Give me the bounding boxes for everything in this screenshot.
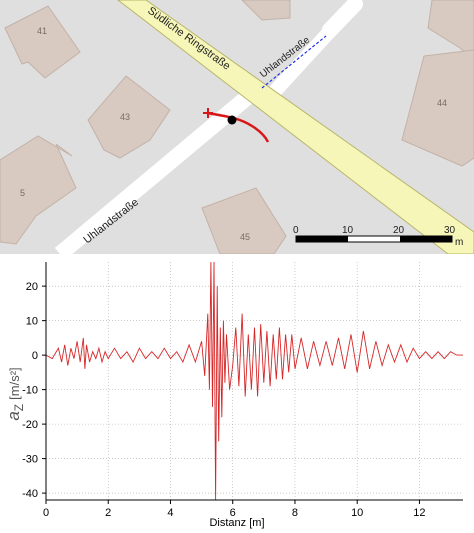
y-tick-label: -30 — [22, 454, 38, 466]
scale-tick-0: 0 — [293, 225, 299, 236]
y-axis-label-unit: [m/s²] — [7, 367, 22, 400]
map-canvas[interactable]: 41 43 44 45 5 Südliche Ringstraße Uhland… — [0, 0, 474, 254]
scale-tick-30: 30 — [444, 225, 456, 236]
y-tick-label: -40 — [22, 488, 38, 500]
current-position-marker[interactable] — [227, 115, 237, 125]
track-line — [206, 111, 270, 143]
building-top-right[interactable] — [241, 0, 291, 21]
building-5[interactable] — [0, 135, 77, 245]
x-tick-label: 10 — [351, 507, 363, 519]
building-44[interactable] — [401, 49, 474, 167]
building-label-41: 41 — [37, 26, 47, 36]
building-label-43: 43 — [120, 112, 130, 122]
building-43[interactable] — [87, 75, 171, 159]
x-tick-label: 2 — [105, 507, 111, 519]
road-uhlandstrasse-south[interactable] — [54, 88, 256, 254]
road-uhlandstrasse-north-cap — [322, 0, 363, 38]
x-tick-label: 4 — [167, 507, 173, 519]
y-axis-label-symbol: a — [4, 411, 23, 420]
x-axis-label: Distanz [m] — [209, 517, 264, 529]
building-label-44: 44 — [437, 98, 447, 108]
y-tick-label: -10 — [22, 385, 38, 397]
building-41[interactable] — [4, 5, 81, 79]
x-tick-label: 6 — [230, 507, 236, 519]
scale-tick-10: 10 — [342, 225, 354, 236]
map-view[interactable]: 41 43 44 45 5 Südliche Ringstraße Uhland… — [0, 0, 474, 254]
building-label-45: 45 — [240, 232, 250, 242]
chart-grid — [45, 262, 463, 500]
scale-bar: 0 10 20 30 m — [293, 225, 463, 248]
x-axis-ticks: 0 2 4 6 8 10 12 — [43, 500, 426, 519]
y-tick-label: -20 — [22, 419, 38, 431]
road-suedliche-ringstrasse[interactable] — [117, 0, 474, 254]
series-line — [45, 261, 463, 501]
y-tick-label: 0 — [32, 350, 38, 362]
y-axis-ticks: 20 10 0 -10 -20 -30 -40 — [22, 281, 46, 500]
x-tick-label: 12 — [413, 507, 425, 519]
building-label-5: 5 — [20, 188, 25, 198]
x-tick-label: 0 — [43, 507, 49, 519]
acceleration-chart[interactable]: 20 10 0 -10 -20 -30 -40 0 2 4 6 8 10 12 Distanz [m] … — [0, 254, 474, 533]
y-tick-label: 20 — [26, 281, 38, 293]
y-axis-label-subscript: Z — [12, 404, 26, 411]
y-axis-label: aZ [m/s²] — [4, 367, 26, 420]
scale-tick-20: 20 — [393, 225, 405, 236]
y-tick-label: 10 — [26, 316, 38, 328]
track-start-cross-icon — [203, 108, 213, 118]
scale-unit: m — [455, 237, 463, 248]
building-45[interactable] — [201, 187, 287, 254]
x-tick-label: 8 — [292, 507, 298, 519]
footpath-dashed — [261, 35, 327, 89]
chart-axes — [45, 262, 463, 501]
